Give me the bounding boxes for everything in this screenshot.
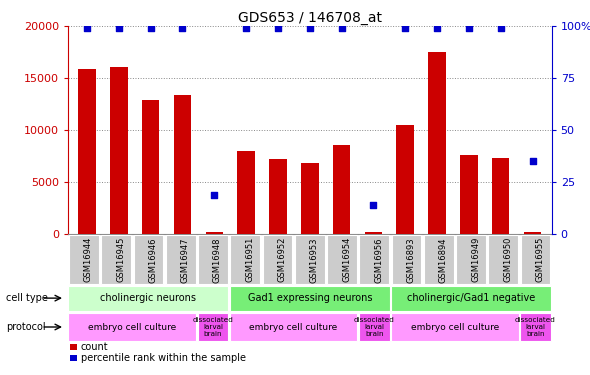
Point: [82, 26, 91, 32]
Bar: [327, 235, 357, 284]
Bar: [68, 286, 228, 310]
Text: GSM16954: GSM16954: [342, 237, 351, 282]
Bar: [269, 159, 287, 234]
Bar: [456, 235, 486, 284]
Text: GSM16894: GSM16894: [439, 237, 448, 282]
Bar: [230, 286, 390, 310]
Bar: [392, 235, 421, 284]
Text: embryo cell culture: embryo cell culture: [411, 322, 499, 332]
Bar: [70, 344, 77, 350]
Point: [496, 26, 506, 32]
Bar: [69, 235, 99, 284]
Point: [114, 26, 123, 32]
Text: GSM16955: GSM16955: [536, 237, 545, 282]
Bar: [520, 312, 551, 342]
Text: GSM16949: GSM16949: [471, 237, 480, 282]
Point: [528, 158, 537, 164]
Bar: [198, 235, 228, 284]
Text: GSM16948: GSM16948: [213, 237, 222, 282]
Bar: [263, 235, 292, 284]
Point: [273, 26, 283, 32]
Bar: [391, 312, 519, 342]
Text: cholinergic neurons: cholinergic neurons: [100, 293, 196, 303]
Point: [401, 26, 410, 32]
Point: [337, 26, 346, 32]
Bar: [166, 235, 195, 284]
Text: percentile rank within the sample: percentile rank within the sample: [81, 353, 245, 363]
Text: embryo cell culture: embryo cell culture: [250, 322, 337, 332]
Bar: [70, 355, 77, 361]
Bar: [198, 312, 228, 342]
Bar: [521, 235, 550, 284]
Bar: [68, 312, 196, 342]
Text: protocol: protocol: [6, 322, 45, 332]
Text: dissociated
larval
brain: dissociated larval brain: [354, 317, 395, 337]
Text: GSM16946: GSM16946: [149, 237, 158, 282]
Bar: [110, 67, 127, 234]
Bar: [359, 235, 389, 284]
Text: GSM16944: GSM16944: [84, 237, 93, 282]
Text: cholinergic/Gad1 negative: cholinergic/Gad1 negative: [407, 293, 535, 303]
Point: [241, 26, 251, 32]
Point: [209, 192, 219, 198]
Text: embryo cell culture: embryo cell culture: [88, 322, 176, 332]
Point: [178, 26, 187, 32]
Bar: [333, 145, 350, 234]
Bar: [205, 232, 223, 234]
Point: [305, 26, 314, 32]
Bar: [134, 235, 163, 284]
Bar: [460, 155, 478, 234]
Bar: [424, 235, 454, 284]
Bar: [391, 286, 551, 310]
Point: [369, 202, 378, 208]
Bar: [101, 235, 131, 284]
Bar: [230, 312, 358, 342]
Text: cell type: cell type: [6, 293, 48, 303]
Text: GSM16956: GSM16956: [374, 237, 384, 282]
Text: dissociated
larval
brain: dissociated larval brain: [192, 317, 234, 337]
Bar: [492, 158, 510, 234]
Text: Gad1 expressing neurons: Gad1 expressing neurons: [247, 293, 372, 303]
Bar: [173, 95, 191, 234]
Bar: [78, 69, 96, 234]
Bar: [489, 235, 518, 284]
Point: [432, 26, 442, 32]
Bar: [237, 151, 255, 234]
Point: [464, 26, 474, 32]
Bar: [142, 100, 159, 234]
Bar: [295, 235, 324, 284]
Bar: [231, 235, 260, 284]
Bar: [428, 52, 446, 234]
Text: GSM16947: GSM16947: [181, 237, 190, 282]
Bar: [365, 232, 382, 234]
Text: GSM16952: GSM16952: [277, 237, 287, 282]
Text: GSM16945: GSM16945: [116, 237, 125, 282]
Title: GDS653 / 146708_at: GDS653 / 146708_at: [238, 11, 382, 25]
Bar: [301, 164, 319, 234]
Text: GSM16953: GSM16953: [310, 237, 319, 282]
Text: count: count: [81, 342, 109, 352]
Point: [146, 26, 155, 32]
Bar: [524, 232, 541, 234]
Text: GSM16893: GSM16893: [407, 237, 415, 283]
Text: GSM16951: GSM16951: [245, 237, 254, 282]
Text: GSM16950: GSM16950: [503, 237, 512, 282]
Bar: [396, 125, 414, 234]
Bar: [359, 312, 390, 342]
Text: dissociated
larval
brain: dissociated larval brain: [515, 317, 556, 337]
